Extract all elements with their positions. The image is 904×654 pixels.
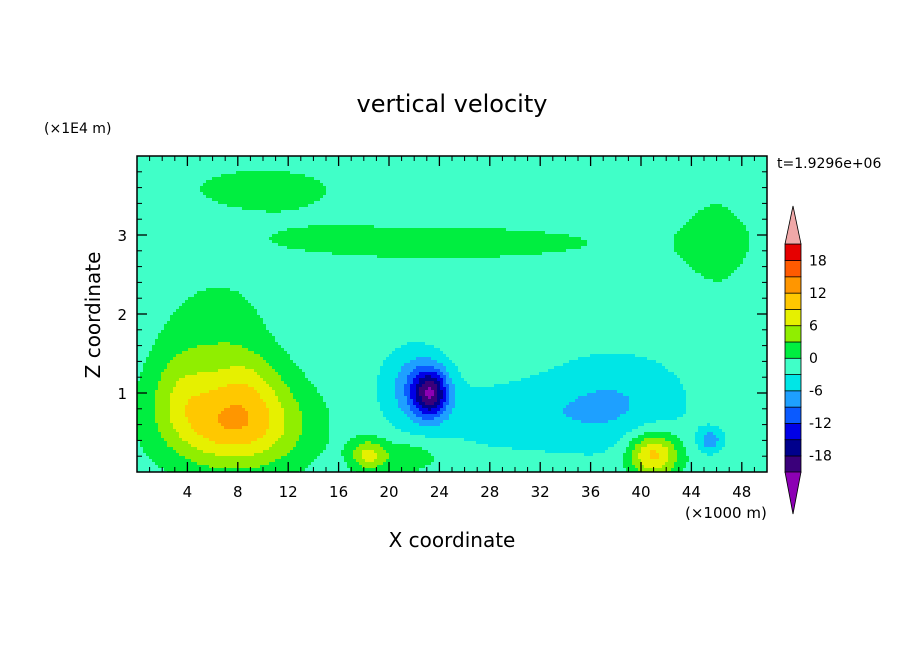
x-axis-label: X coordinate	[389, 528, 516, 552]
x-axis-ticks: 4 8 12 16 20 24 28 32 36 40 44 48	[149, 156, 755, 501]
colorbar-segment	[784, 341, 802, 359]
x-tick-label: 20	[379, 483, 398, 501]
chart-title: vertical velocity	[357, 90, 548, 118]
colorbar-segment	[784, 373, 802, 392]
time-label: t=1.9296e+06	[777, 156, 881, 172]
y-tick-label: 2	[117, 306, 127, 324]
colorbar-over-triangle	[784, 205, 802, 245]
colorbar-segment	[784, 455, 802, 473]
x-tick-label: 40	[631, 483, 650, 501]
colorbar: 18 12 6 0 -6 -12 -18	[784, 205, 832, 515]
colorbar-tick-label: 6	[809, 318, 818, 334]
colorbar-segment	[784, 276, 802, 294]
colorbar-tick-label: -12	[809, 416, 832, 432]
colorbar-segment	[784, 406, 802, 424]
colorbar-under-triangle	[784, 471, 802, 515]
contour-field	[137, 156, 767, 472]
y-axis-ticks: 1 2 3	[117, 171, 767, 457]
colorbar-segment	[784, 243, 802, 261]
y-axis-label: Z coordinate	[81, 252, 105, 379]
y-unit-label: (×1E4 m)	[44, 121, 111, 137]
colorbar-segment	[784, 292, 802, 310]
x-tick-label: 36	[581, 483, 600, 501]
colorbar-tick-label: -18	[809, 449, 832, 465]
colorbar-segment	[784, 439, 802, 457]
colorbar-segment	[784, 357, 802, 375]
x-tick-label: 44	[682, 483, 701, 501]
colorbar-tick-label: -6	[809, 384, 823, 400]
x-unit-label: (×1000 m)	[685, 504, 767, 522]
colorbar-tick-label: 12	[809, 286, 827, 302]
x-tick-label: 24	[430, 483, 449, 501]
colorbar-tick-label: 0	[809, 351, 818, 367]
x-tick-label: 48	[732, 483, 751, 501]
y-tick-label: 3	[117, 227, 127, 245]
colorbar-segment	[784, 308, 802, 327]
x-tick-label: 8	[233, 483, 243, 501]
colorbar-tick-label: 18	[809, 253, 827, 269]
x-tick-label: 28	[480, 483, 499, 501]
colorbar-segment	[784, 390, 802, 408]
y-tick-label: 1	[117, 385, 127, 403]
x-tick-label: 12	[279, 483, 298, 501]
x-tick-label: 4	[183, 483, 193, 501]
x-tick-label: 16	[329, 483, 348, 501]
colorbar-segment	[784, 325, 802, 343]
colorbar-segment	[784, 259, 802, 278]
colorbar-segment	[784, 422, 802, 441]
x-tick-label: 32	[531, 483, 550, 501]
